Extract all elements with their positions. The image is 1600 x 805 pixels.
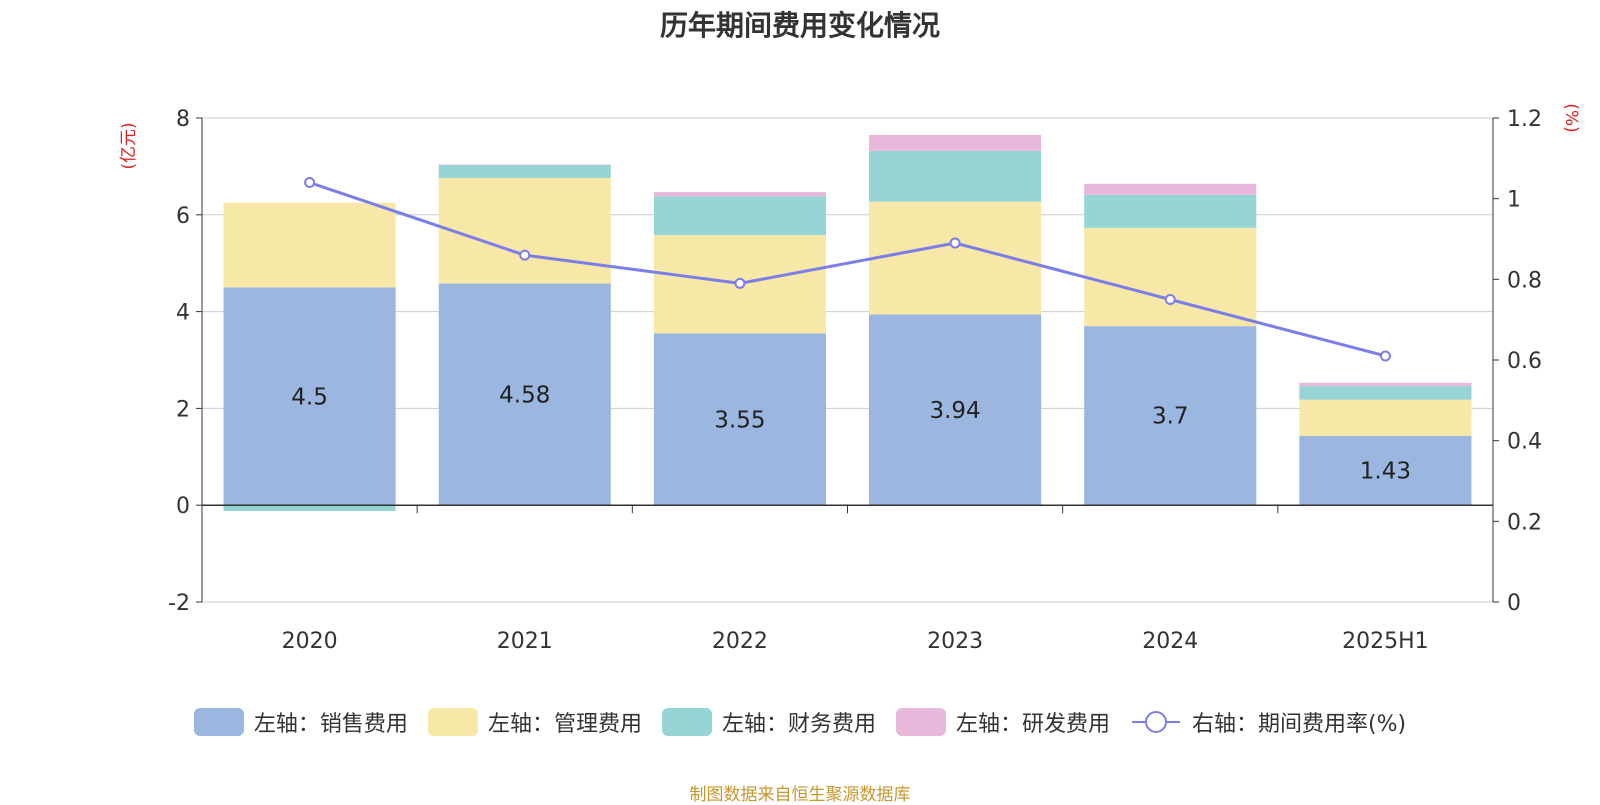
- x-tick-label: 2024: [1142, 629, 1198, 654]
- legend-swatch: [662, 708, 712, 736]
- bar-data-label: 3.94: [929, 398, 980, 424]
- rate-point: [1381, 351, 1390, 360]
- bar-2022-series-3: [654, 192, 826, 196]
- legend-swatch: [428, 708, 478, 736]
- left-tick-label: 6: [176, 204, 190, 229]
- legend-label: 左轴：研发费用: [956, 706, 1110, 738]
- legend-item-4[interactable]: 右轴：期间费用率(%): [1130, 706, 1406, 738]
- legend-label: 左轴：财务费用: [722, 706, 876, 738]
- legend-label: 右轴：期间费用率(%): [1192, 706, 1406, 738]
- legend-item-2[interactable]: 左轴：财务费用: [662, 706, 876, 738]
- bar-2025H1-series-3: [1299, 383, 1471, 386]
- bar-data-label: 3.7: [1152, 404, 1189, 430]
- x-tick-label: 2022: [712, 629, 768, 654]
- bar-2024-series-2: [1084, 195, 1256, 228]
- rate-point: [520, 251, 529, 260]
- bar-2024-series-1: [1084, 228, 1256, 326]
- right-tick-label: 1: [1507, 188, 1521, 213]
- right-tick-label: 0.8: [1507, 268, 1542, 293]
- right-axis-unit: (%): [1561, 103, 1581, 132]
- bar-2023-series-2: [869, 151, 1041, 202]
- legend-label: 左轴：管理费用: [488, 706, 642, 738]
- legend-item-1[interactable]: 左轴：管理费用: [428, 706, 642, 738]
- bar-data-label: 3.55: [714, 407, 765, 433]
- right-tick-label: 0.2: [1507, 510, 1542, 535]
- right-tick-label: 0: [1507, 591, 1521, 616]
- legend-item-0[interactable]: 左轴：销售费用: [194, 706, 408, 738]
- legend-swatch: [896, 708, 946, 736]
- bar-data-label: 1.43: [1360, 459, 1411, 485]
- left-tick-label: -2: [168, 591, 190, 616]
- rate-point: [1166, 295, 1175, 304]
- rate-point: [305, 178, 314, 187]
- bar-2025H1-series-2: [1299, 386, 1471, 400]
- right-tick-label: 0.6: [1507, 349, 1542, 374]
- left-axis-unit: (亿元): [119, 122, 139, 169]
- bar-2023-series-3: [869, 135, 1041, 151]
- left-tick-label: 0: [176, 494, 190, 519]
- bar-2025H1-series-1: [1299, 400, 1471, 436]
- data-source-footer: 制图数据来自恒生聚源数据库: [0, 780, 1600, 805]
- legend: 左轴：销售费用 左轴：管理费用 左轴：财务费用 左轴：研发费用 右轴：期间费用率(%): [0, 706, 1600, 738]
- bar-data-label: 4.58: [499, 382, 550, 408]
- x-tick-label: 2025H1: [1342, 629, 1429, 654]
- legend-label: 左轴：销售费用: [254, 706, 408, 738]
- x-tick-label: 2020: [282, 629, 338, 654]
- legend-swatch: [194, 708, 244, 736]
- bar-data-label: 4.5: [291, 384, 328, 410]
- bar-2020-series-2: [224, 505, 396, 511]
- bar-2020-series-1: [224, 203, 396, 288]
- left-tick-label: 8: [176, 107, 190, 132]
- legend-item-3[interactable]: 左轴：研发费用: [896, 706, 1110, 738]
- left-tick-label: 4: [176, 301, 190, 326]
- bar-2021-series-1: [439, 178, 611, 284]
- x-tick-label: 2021: [497, 629, 553, 654]
- bar-2021-series-2: [439, 165, 611, 178]
- rate-point: [735, 279, 744, 288]
- rate-point: [951, 239, 960, 248]
- left-tick-label: 2: [176, 397, 190, 422]
- bar-2022-series-2: [654, 196, 826, 235]
- x-tick-label: 2023: [927, 629, 983, 654]
- right-tick-label: 1.2: [1507, 107, 1542, 132]
- right-tick-label: 0.4: [1507, 430, 1542, 455]
- bar-2024-series-3: [1084, 184, 1256, 195]
- legend-line-marker-icon: [1130, 708, 1182, 736]
